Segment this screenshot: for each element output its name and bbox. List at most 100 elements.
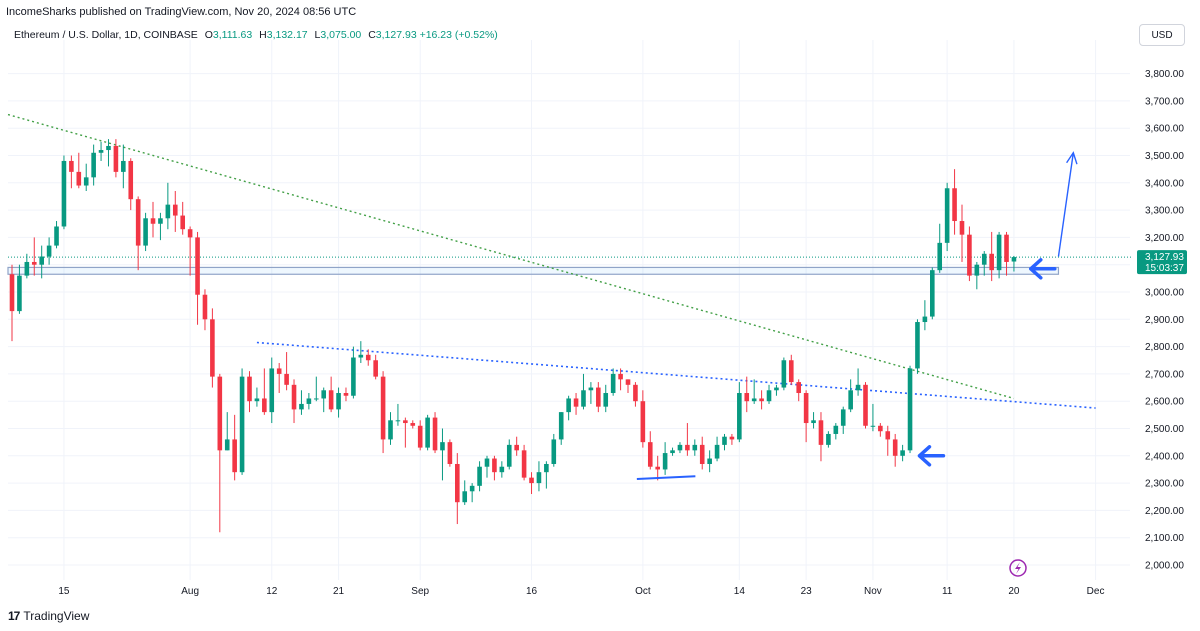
close-value: 3,127.93 xyxy=(375,29,417,41)
candle-body xyxy=(818,420,824,445)
candle-body xyxy=(158,218,163,224)
candle-body xyxy=(811,420,816,424)
short-support-line xyxy=(636,475,696,481)
candle-body xyxy=(247,376,252,402)
y-tick-label: 3,400.00 xyxy=(1145,178,1184,189)
candle-body xyxy=(447,442,453,464)
candle-body xyxy=(633,384,638,402)
grid-lines xyxy=(8,40,1130,580)
candle-body xyxy=(313,398,319,400)
candle-body xyxy=(840,409,846,426)
countdown-label: 15:03:37 xyxy=(1145,263,1184,274)
candle-body xyxy=(929,270,935,317)
candle-body xyxy=(202,294,208,320)
candle-body xyxy=(737,393,742,440)
candle-body xyxy=(98,150,104,153)
candle-body xyxy=(121,160,126,172)
high-value: 3,132.17 xyxy=(266,29,308,41)
candle-body xyxy=(343,393,349,396)
candle-body xyxy=(967,234,972,276)
y-tick-label: 3,700.00 xyxy=(1145,96,1184,107)
publisher-line: IncomeSharks published on TradingView.co… xyxy=(6,6,357,18)
change-value: +16.23 (+0.52%) xyxy=(419,29,498,41)
candle-body xyxy=(403,420,408,424)
y-tick-label: 2,200.00 xyxy=(1145,506,1184,517)
candle-body xyxy=(425,417,430,448)
candle-body xyxy=(232,439,237,473)
candle-body xyxy=(31,261,37,265)
arrow-mark xyxy=(917,445,946,467)
open-label: O xyxy=(204,29,213,41)
high-label: H xyxy=(259,29,267,41)
candle-body xyxy=(544,463,549,473)
candle-body xyxy=(135,199,141,246)
candle-body xyxy=(46,245,52,257)
candle-body xyxy=(722,436,727,445)
x-tick-label: Oct xyxy=(635,586,651,597)
y-tick-label: 2,300.00 xyxy=(1145,479,1184,490)
y-tick-label: 2,100.00 xyxy=(1145,533,1184,544)
y-tick-label: 3,200.00 xyxy=(1145,233,1184,244)
lightning-icon[interactable] xyxy=(1009,559,1027,577)
x-tick-label: Sep xyxy=(411,586,429,597)
candle-body xyxy=(922,316,928,323)
candle-body xyxy=(729,436,735,440)
candles xyxy=(9,139,1017,533)
candle-body xyxy=(558,412,564,440)
candle-body xyxy=(195,237,200,295)
candle-body xyxy=(551,439,557,464)
candle-body xyxy=(76,171,82,186)
close-label: C xyxy=(368,29,376,41)
candle-body xyxy=(744,393,750,402)
candle-body xyxy=(640,401,646,443)
candle-body xyxy=(685,444,690,451)
candle-body xyxy=(707,458,712,464)
candle-body xyxy=(262,398,267,413)
candle-body xyxy=(380,376,386,440)
candle-body xyxy=(900,450,905,456)
time-axis: 15 Aug 12 21 Sep 16 Oct 14 23 Nov 11 20 Dec xyxy=(58,586,1104,597)
x-tick-label: 20 xyxy=(1008,586,1020,597)
candle-body xyxy=(863,384,868,426)
candle-body xyxy=(677,444,683,451)
y-tick-label: 3,600.00 xyxy=(1145,124,1184,135)
resistance-line xyxy=(256,341,1096,409)
arrow-mark xyxy=(1029,258,1057,280)
candle-body xyxy=(759,398,764,402)
candle-body xyxy=(610,373,616,394)
candle-body xyxy=(224,439,230,451)
x-tick-label: Nov xyxy=(864,586,882,597)
symbol-name: Ethereum / U.S. Dollar, 1D, COINBASE xyxy=(14,29,198,41)
y-tick-label: 2,700.00 xyxy=(1145,369,1184,380)
price-axis: 2,000.00 2,100.00 2,200.00 2,300.00 2,400.00… xyxy=(1145,69,1184,571)
candle-body xyxy=(588,387,594,391)
candle-body xyxy=(254,398,260,402)
candle-body xyxy=(39,256,44,265)
y-tick-label: 3,300.00 xyxy=(1145,206,1184,217)
candle-body xyxy=(306,398,312,404)
candle-body xyxy=(1011,257,1017,262)
candle-body xyxy=(989,253,994,271)
candle-body xyxy=(440,442,445,451)
x-tick-label: 15 xyxy=(58,586,70,597)
candle-body xyxy=(210,319,215,377)
candle-body xyxy=(662,453,668,470)
candle-body xyxy=(655,466,660,470)
candle-body xyxy=(885,431,891,440)
candle-body xyxy=(276,368,282,374)
candle-body xyxy=(165,204,171,219)
arrow-drawings xyxy=(636,151,1078,481)
candle-body xyxy=(69,160,74,172)
tradingview-logo[interactable]: 17 TradingView xyxy=(8,609,89,623)
y-tick-label: 2,600.00 xyxy=(1145,397,1184,408)
currency-button[interactable]: USD xyxy=(1139,24,1185,46)
candle-body xyxy=(952,188,957,222)
candle-body xyxy=(106,145,111,151)
x-tick-label: 16 xyxy=(526,586,538,597)
candle-body xyxy=(751,398,757,402)
support-box xyxy=(7,266,1060,275)
candle-body xyxy=(833,425,839,434)
candle-body xyxy=(692,444,698,451)
candle-body xyxy=(417,425,423,448)
